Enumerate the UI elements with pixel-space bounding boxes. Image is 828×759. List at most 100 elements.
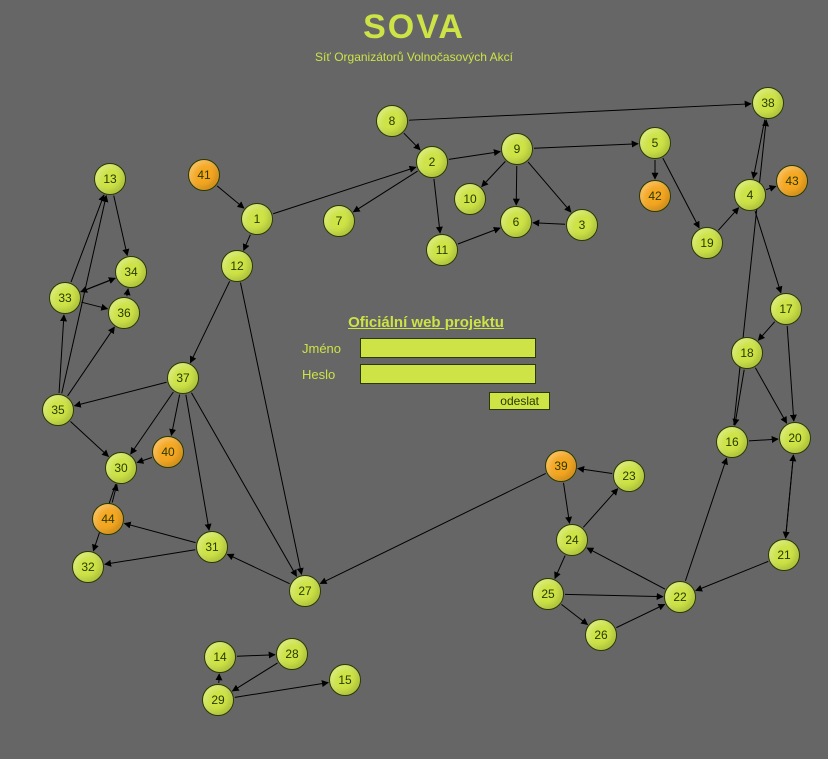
edge	[186, 395, 209, 530]
graph-node[interactable]: 35	[42, 394, 74, 426]
page-title: SOVA	[0, 8, 828, 47]
official-web-link[interactable]: Oficiální web projektu	[348, 314, 504, 331]
edge	[112, 484, 117, 502]
graph-node[interactable]: 37	[167, 362, 199, 394]
edge	[533, 223, 565, 224]
graph-node[interactable]: 16	[716, 426, 748, 458]
edge	[561, 604, 587, 624]
edge	[71, 195, 104, 282]
graph-node[interactable]: 3	[566, 209, 598, 241]
graph-node[interactable]: 7	[323, 205, 355, 237]
submit-button[interactable]: odeslat	[489, 392, 550, 410]
graph-node[interactable]: 9	[501, 133, 533, 165]
edge	[81, 278, 115, 292]
graph-node[interactable]: 18	[731, 337, 763, 369]
edge	[685, 458, 726, 581]
graph-node[interactable]: 19	[691, 227, 723, 259]
edge	[766, 186, 776, 189]
edge	[171, 395, 179, 436]
edge	[749, 439, 778, 441]
graph-node[interactable]: 34	[115, 256, 147, 288]
edge	[434, 179, 440, 233]
edge	[235, 683, 328, 698]
edge	[755, 368, 786, 423]
edge	[409, 104, 751, 120]
edge	[696, 561, 768, 590]
edge	[482, 161, 506, 186]
graph-node[interactable]: 14	[204, 641, 236, 673]
graph-node[interactable]: 38	[752, 87, 784, 119]
graph-node[interactable]: 42	[639, 180, 671, 212]
edge	[516, 166, 517, 205]
graph-node[interactable]: 10	[454, 183, 486, 215]
graph-node[interactable]: 1	[241, 203, 273, 235]
edge	[578, 468, 612, 473]
edge	[81, 278, 115, 292]
edge	[59, 315, 64, 393]
edge	[753, 120, 764, 179]
graph-node[interactable]: 2	[416, 146, 448, 178]
graph-node[interactable]: 33	[49, 282, 81, 314]
login-panel: Oficiální web projektu Jméno Heslo odesl…	[302, 314, 550, 410]
graph-node[interactable]: 40	[152, 436, 184, 468]
graph-node[interactable]: 31	[196, 531, 228, 563]
graph-node[interactable]: 6	[500, 206, 532, 238]
graph-node[interactable]: 32	[72, 551, 104, 583]
edge	[616, 604, 664, 627]
edge	[735, 370, 744, 425]
graph-node[interactable]: 24	[556, 524, 588, 556]
edge	[787, 326, 794, 421]
edge	[563, 483, 569, 523]
edge	[190, 281, 229, 362]
edge	[244, 235, 251, 251]
graph-node[interactable]: 28	[276, 638, 308, 670]
graph-node[interactable]: 41	[188, 159, 220, 191]
edge	[217, 186, 244, 208]
edge	[734, 120, 766, 425]
username-input[interactable]	[360, 338, 536, 358]
edge	[68, 327, 115, 396]
graph-node[interactable]: 26	[585, 619, 617, 651]
page-subtitle: Síť Organizátorů Volnočasových Akcí	[0, 50, 828, 64]
graph-node[interactable]: 21	[768, 539, 800, 571]
edge	[587, 548, 665, 589]
graph-node[interactable]: 8	[376, 105, 408, 137]
graph-node[interactable]: 12	[221, 250, 253, 282]
edge	[786, 455, 794, 538]
graph-node[interactable]: 23	[613, 460, 645, 492]
edge	[758, 322, 774, 341]
edge	[718, 208, 738, 231]
graph-node[interactable]: 43	[776, 165, 808, 197]
edge	[786, 455, 794, 538]
edge	[555, 556, 565, 579]
graph-node[interactable]: 44	[92, 503, 124, 535]
edge	[320, 473, 545, 583]
password-label: Heslo	[302, 367, 360, 382]
stage: SOVA Síť Organizátorů Volnočasových Akcí…	[0, 0, 828, 759]
edge	[127, 289, 128, 296]
edge	[227, 554, 289, 583]
graph-node[interactable]: 4	[734, 179, 766, 211]
graph-node[interactable]: 20	[779, 422, 811, 454]
edge	[565, 594, 663, 596]
edge	[232, 663, 277, 691]
graph-node[interactable]: 22	[664, 581, 696, 613]
graph-node[interactable]: 36	[108, 297, 140, 329]
graph-node[interactable]: 30	[105, 452, 137, 484]
graph-node[interactable]: 29	[202, 684, 234, 716]
graph-node[interactable]: 27	[289, 575, 321, 607]
graph-node[interactable]: 17	[770, 293, 802, 325]
edge	[528, 162, 571, 212]
graph-node[interactable]: 25	[532, 578, 564, 610]
edge	[458, 228, 500, 244]
edge	[449, 152, 500, 160]
graph-node[interactable]: 15	[329, 664, 361, 696]
graph-node[interactable]: 39	[545, 450, 577, 482]
graph-node[interactable]: 11	[426, 234, 458, 266]
edge	[534, 144, 638, 149]
password-input[interactable]	[360, 364, 536, 384]
graph-node[interactable]: 13	[94, 163, 126, 195]
edge	[404, 133, 420, 150]
edge	[583, 489, 617, 528]
graph-node[interactable]: 5	[639, 127, 671, 159]
